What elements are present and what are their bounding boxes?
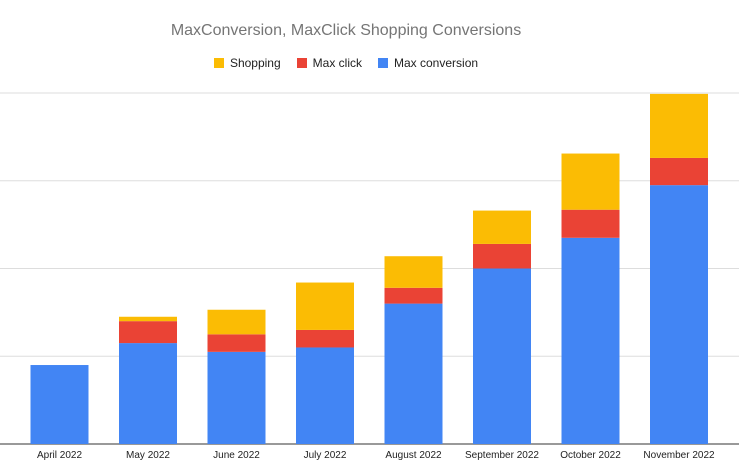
bar-shopping[interactable]	[384, 256, 443, 288]
legend-swatch-shopping	[213, 58, 224, 68]
bar-max-conversion[interactable]	[30, 365, 89, 444]
legend-swatch-max-conversion	[378, 58, 388, 68]
bar-max-conversion[interactable]	[119, 343, 177, 444]
legend-label-max-conversion: Max conversion	[394, 56, 479, 70]
bar-max-conversion[interactable]	[296, 347, 354, 444]
legend-swatch-max-click	[296, 58, 307, 68]
bar-max-click[interactable]	[384, 287, 443, 304]
bar-shopping[interactable]	[650, 93, 708, 158]
legend-label-shopping: Shopping	[229, 56, 281, 70]
legend-item-shopping[interactable]: Shopping	[213, 56, 281, 70]
bar-max-click[interactable]	[207, 334, 266, 352]
bar-shopping[interactable]	[473, 210, 531, 244]
bar-max-click[interactable]	[650, 157, 708, 186]
chart-title: MaxConversion, MaxClick Shopping Convers…	[170, 22, 522, 39]
x-tick-label: September 2022	[465, 450, 539, 461]
bar-max-conversion[interactable]	[650, 185, 708, 444]
bar-max-click[interactable]	[473, 243, 531, 269]
x-tick-label: June 2022	[213, 450, 260, 461]
bar-max-conversion[interactable]	[561, 237, 620, 444]
bar-max-conversion[interactable]	[384, 303, 443, 444]
bar-shopping[interactable]	[207, 309, 266, 335]
bar-max-click[interactable]	[561, 209, 620, 238]
bar-shopping[interactable]	[561, 153, 620, 210]
legend-label-max-click: Max click	[312, 56, 362, 70]
x-tick-label: July 2022	[304, 450, 347, 461]
bar-max-click[interactable]	[119, 321, 177, 344]
x-tick-label: November 2022	[643, 450, 715, 461]
x-tick-label: August 2022	[385, 450, 442, 461]
legend: Shopping Max click Max conversion	[0, 56, 692, 70]
bar-max-conversion[interactable]	[473, 268, 531, 445]
legend-item-max-conversion[interactable]: Max conversion	[378, 56, 478, 70]
bar-shopping[interactable]	[119, 316, 177, 322]
x-tick-label: April 2022	[37, 450, 82, 461]
bar-shopping[interactable]	[296, 282, 354, 330]
x-tick-label: October 2022	[560, 450, 621, 461]
bar-max-conversion[interactable]	[207, 351, 266, 444]
legend-item-max-click[interactable]: Max click	[296, 56, 362, 70]
x-tick-label: May 2022	[126, 450, 170, 461]
bar-max-click[interactable]	[296, 329, 354, 348]
